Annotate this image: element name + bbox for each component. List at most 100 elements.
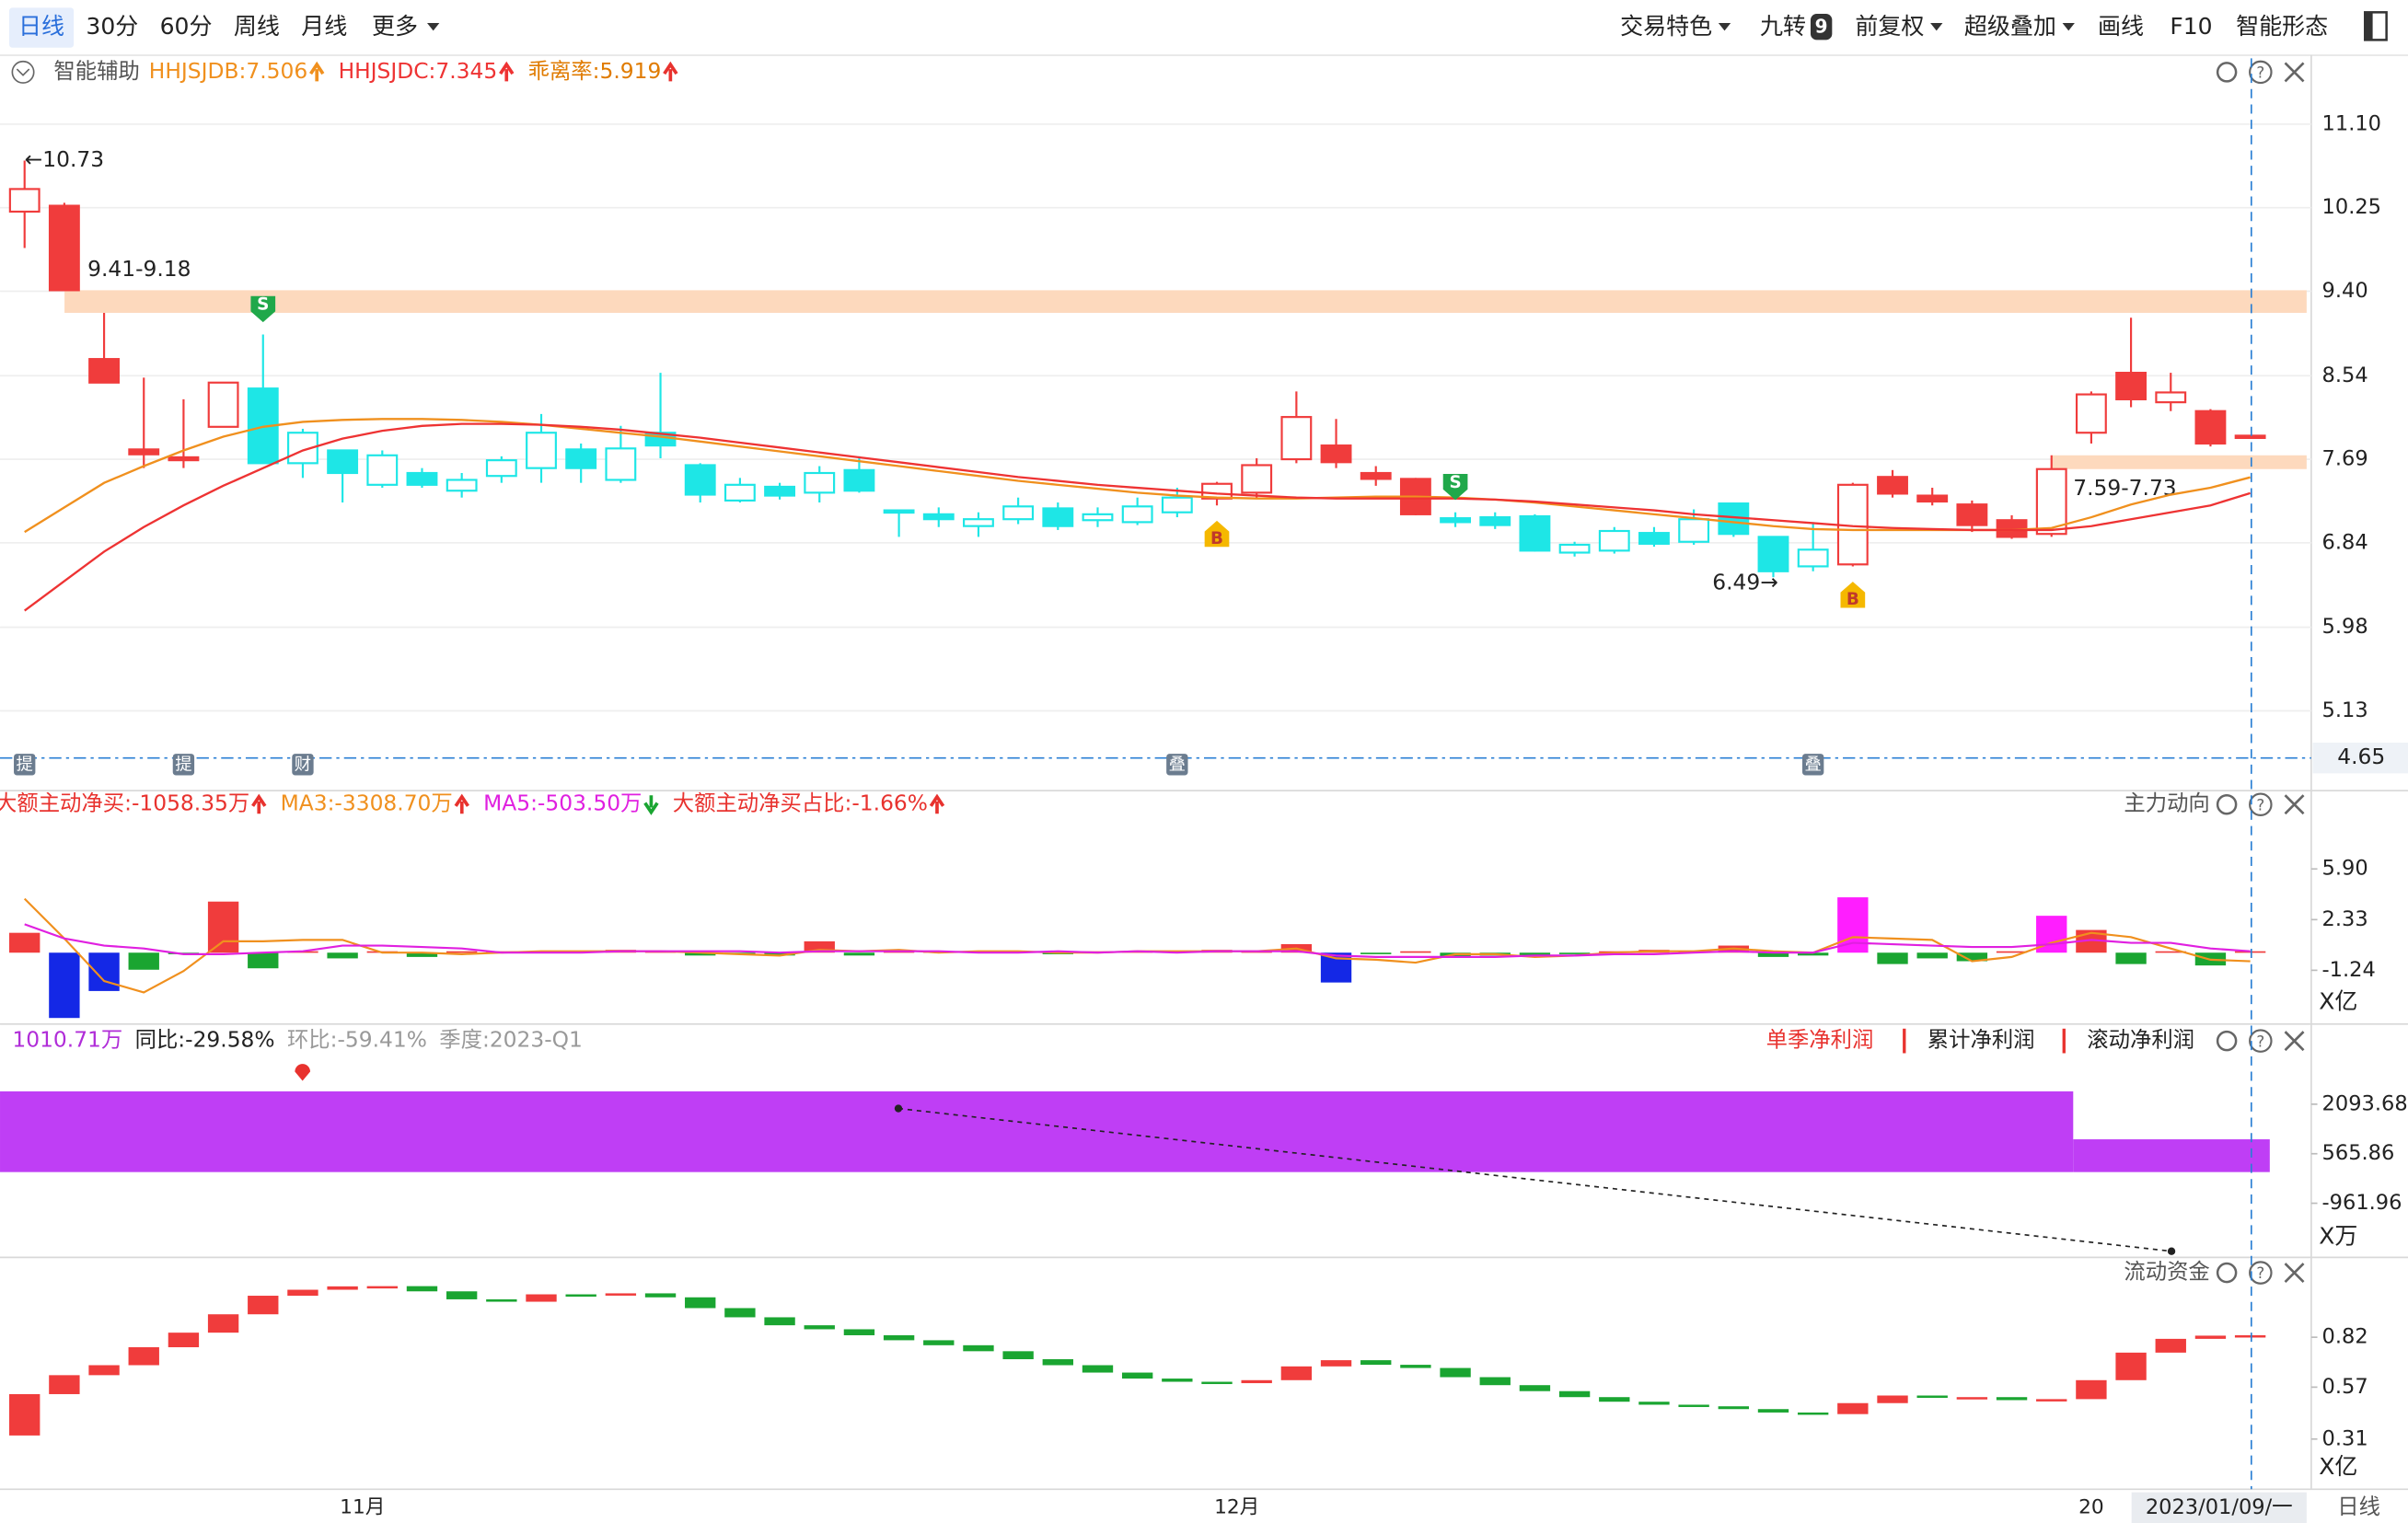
fund-step — [1996, 1397, 2028, 1401]
candle-body — [804, 471, 836, 494]
help-icon-mark: ? — [2256, 1033, 2264, 1050]
flow-bar — [327, 952, 358, 959]
more-menu[interactable]: 更多 — [372, 13, 418, 40]
close-icon[interactable] — [2284, 794, 2305, 815]
event-marker[interactable] — [292, 754, 314, 776]
collapse-icon[interactable] — [11, 60, 35, 84]
help-icon[interactable] — [2249, 1261, 2273, 1285]
y-tick-label: 6.84 — [2322, 530, 2368, 554]
candle-body — [406, 471, 438, 486]
y-tick-label: -961.96 — [2322, 1191, 2402, 1215]
fund-step — [128, 1346, 159, 1366]
toolbar-menu[interactable]: 交易特色 — [1620, 13, 1712, 40]
trend-arrow — [499, 61, 515, 82]
sell-signal — [1442, 474, 1468, 501]
profit-bar — [2073, 1139, 2270, 1172]
period-label: 日线 — [2337, 1494, 2380, 1519]
event-marker[interactable] — [1801, 754, 1824, 776]
fund-step — [1162, 1379, 1193, 1382]
candle-body — [1638, 532, 1670, 545]
settings-icon[interactable] — [2216, 793, 2238, 815]
stat: 环比:-59.41% — [287, 1027, 427, 1053]
event-marker[interactable] — [1166, 754, 1188, 776]
signal-label: B — [1210, 529, 1223, 548]
stat: 同比:-29.58% — [135, 1027, 275, 1053]
help-icon[interactable] — [2249, 1029, 2273, 1053]
y-tick-label: 5.13 — [2322, 698, 2368, 722]
flow-bar — [1916, 952, 1948, 959]
indicator-value: 乖离率:5.919 — [528, 58, 662, 84]
candle-body — [2194, 410, 2227, 445]
axis-unit: X亿 — [2319, 1453, 2357, 1480]
ma-line — [24, 923, 2251, 958]
toolbar-menu[interactable]: F10 — [2170, 13, 2212, 40]
candle-body — [1916, 494, 1949, 503]
period-tab[interactable]: 30分 — [86, 13, 138, 40]
candle-body — [2234, 434, 2266, 440]
fund-step — [1320, 1360, 1352, 1367]
period-tab[interactable]: 60分 — [160, 13, 213, 40]
toolbar-menu[interactable]: 前复权 — [1855, 13, 1924, 40]
signal-label: B — [1847, 590, 1859, 609]
event-label: 提 — [175, 756, 191, 775]
fund-step — [2234, 1334, 2266, 1338]
price-band — [64, 290, 2307, 313]
fund-step — [644, 1293, 677, 1298]
pin-marker — [295, 1064, 311, 1081]
fund-step — [327, 1286, 358, 1290]
y-tick-label: 0.82 — [2322, 1325, 2368, 1349]
period-tab[interactable]: 周线 — [234, 13, 280, 40]
help-icon-mark: ? — [2256, 796, 2264, 813]
candle-body — [1757, 536, 1789, 572]
flow-bar — [843, 952, 875, 956]
period-tab[interactable]: 月线 — [301, 13, 347, 40]
flow-bar — [1837, 897, 1869, 953]
fund-step — [486, 1298, 517, 1302]
help-icon[interactable] — [2249, 60, 2273, 85]
candle-body — [1121, 505, 1153, 524]
toolbar-menu[interactable]: 智能形态 — [2236, 13, 2328, 40]
period-tab-selected[interactable] — [9, 7, 75, 48]
profit-bar — [0, 1090, 2074, 1172]
band-label: 9.41-9.18 — [87, 256, 191, 282]
buy-signal — [1840, 582, 1866, 608]
close-icon[interactable] — [2284, 62, 2305, 83]
settings-icon[interactable] — [2216, 1262, 2238, 1284]
help-icon[interactable] — [2249, 792, 2273, 816]
candle-body — [1877, 476, 1908, 495]
profit-tab[interactable]: 累计净利润 — [1928, 1027, 2035, 1053]
trend-arrow — [454, 793, 469, 814]
toolbar-menu[interactable]: 超级叠加 — [1964, 13, 2056, 40]
profit-tab[interactable]: 单季净利润 — [1766, 1027, 1874, 1053]
toolbar-menu[interactable]: 画线 — [2098, 13, 2144, 40]
fund-step — [883, 1334, 915, 1341]
panel-title: 智能辅助 — [53, 58, 139, 84]
fund-step — [1718, 1406, 1749, 1410]
close-icon[interactable] — [2284, 1263, 2305, 1284]
event-marker[interactable] — [14, 754, 36, 776]
candle-body — [366, 454, 399, 486]
flow-bar — [2115, 952, 2147, 964]
event-marker[interactable] — [172, 754, 195, 776]
candle-body — [128, 448, 160, 456]
settings-icon[interactable] — [2216, 62, 2238, 83]
fund-step — [2076, 1379, 2107, 1400]
legend-entry: MA5:-503.50万 — [483, 790, 642, 816]
dropdown-caret — [1718, 23, 1731, 31]
flow-bar — [685, 952, 716, 956]
candle-body — [1797, 548, 1829, 568]
close-icon[interactable] — [2284, 1031, 2305, 1052]
price-annotation: ←10.73 — [25, 146, 104, 172]
toolbar-menu[interactable]: 九转 — [1760, 13, 1806, 40]
settings-icon[interactable] — [2216, 1030, 2238, 1052]
period-tab[interactable]: 日线 — [18, 13, 64, 40]
fund-step — [843, 1329, 875, 1335]
indicator-line — [24, 418, 2251, 534]
candle-body — [2075, 393, 2107, 434]
candle-body — [922, 513, 955, 521]
fund-step — [1440, 1367, 1471, 1378]
panel-title: 主力动向 — [2124, 790, 2209, 816]
profit-tab[interactable]: 滚动净利润 — [2087, 1027, 2194, 1053]
